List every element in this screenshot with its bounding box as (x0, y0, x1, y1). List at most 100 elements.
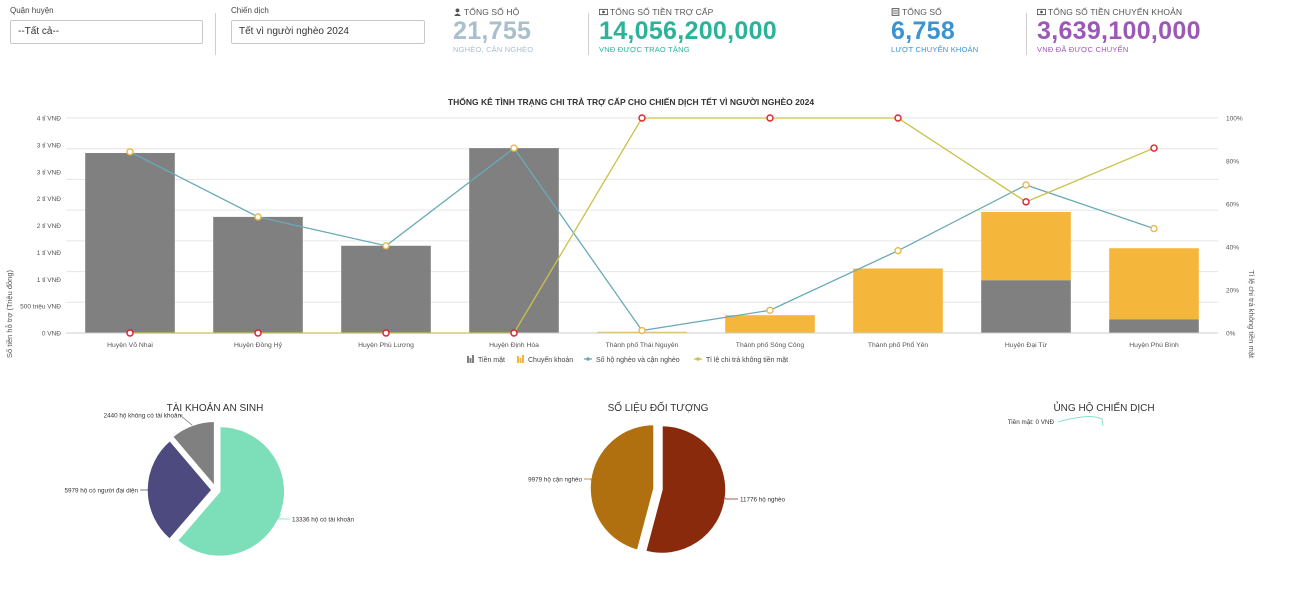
pie-title-accounts: TÀI KHOẢN AN SINH (167, 401, 264, 414)
pie-slice (589, 423, 655, 552)
x-tick-label: Huyện Phú Lương (358, 342, 414, 349)
x-tick-label: Huyện Võ Nhai (107, 342, 153, 349)
divider (215, 13, 216, 55)
legend-households[interactable]: Số hộ nghèo và cận nghèo (596, 355, 680, 364)
pie-title-beneficiaries: SỐ LIỆU ĐỐI TƯỢNG (608, 400, 709, 414)
campaign-select[interactable]: Tết vì người nghèo 2024 (231, 20, 425, 44)
x-tick-label: Huyện Đồng Hỷ (234, 340, 283, 349)
x-tick-label: Huyện Đại Từ (1005, 342, 1048, 349)
y-right-tick-label: 40% (1226, 245, 1239, 252)
bar-transfer (1109, 248, 1199, 320)
legend-cash[interactable]: Tiền mặt (478, 355, 505, 364)
stat-total-aid: TỔNG SỐ TIỀN TRỢ CẤP 14,056,200,000 VNĐ … (599, 7, 777, 55)
x-tick-label: Thành phố Phổ Yên (868, 340, 929, 349)
y-tick-label: 1 tỉ VNĐ (37, 249, 62, 257)
bar-cash (213, 216, 303, 333)
y-right-tick-label: 100% (1226, 116, 1243, 123)
y-axis-label: Số tiền hỗ trợ (Triệu đồng) (5, 269, 14, 358)
bar-cash (981, 280, 1071, 333)
stat-total-transfers: TỔNG SỐ 6,758 LƯỢT CHUYỂN KHOẢN (891, 7, 978, 55)
stat-subtitle: VNĐ ĐÃ ĐƯỢC CHUYỂN (1037, 45, 1129, 54)
bar-cash (85, 153, 175, 333)
cashless-rate-point (638, 114, 646, 122)
pie-slice (171, 420, 216, 489)
y-right-tick-label: 20% (1226, 288, 1239, 295)
y-tick-label: 500 triệu VNĐ (20, 304, 61, 311)
cashless-rate-point (1150, 144, 1158, 152)
stat-title: TỔNG SỐ TIỀN CHUYỂN KHOẢN (1048, 7, 1183, 17)
district-filter-label: Quận huyện (10, 6, 54, 15)
bar-transfer (853, 268, 943, 333)
cashless-rate-point (766, 114, 774, 122)
pie-leader-line (277, 513, 290, 520)
y-tick-label: 4 tỉ VNĐ (37, 115, 62, 123)
pie-slice-label: 11776 hộ nghèo (740, 497, 786, 504)
pie-slice-label: Tiền mặt: 0 VNĐ (1008, 417, 1055, 426)
stat-value: 14,056,200,000 (599, 17, 777, 45)
x-tick-label: Thành phố Sông Công (736, 340, 805, 349)
y-tick-label: 0 VNĐ (42, 331, 61, 338)
y-right-tick-label: 0% (1226, 331, 1236, 338)
stat-total-households: TỔNG SỐ HỘ 21,755 NGHÈO, CẬN NGHÈO (453, 7, 533, 55)
stat-value: 3,639,100,000 (1037, 17, 1201, 45)
households-point (1022, 181, 1030, 189)
households-point (382, 242, 390, 250)
pie-leader-line (1057, 416, 1104, 427)
y-tick-label: 3 tỉ VNĐ (37, 168, 62, 176)
divider (588, 13, 589, 55)
pie-title-donations: ỦNG HỘ CHIẾN DỊCH (1053, 401, 1154, 414)
pie-charts: TÀI KHOẢN AN SINH SỐ LIỆU ĐỐI TƯỢNG ỦNG … (65, 400, 1155, 558)
y-right-tick-label: 80% (1226, 159, 1239, 166)
cashless-rate-point (382, 329, 390, 337)
x-tick-label: Thành phố Thái Nguyên (606, 340, 679, 349)
pie-leader-line (178, 414, 193, 426)
y-axis-right-label: Tỉ lệ chi trả không tiền mặt (1247, 270, 1256, 359)
bar-cash (1109, 319, 1199, 333)
x-tick-label: Huyện Định Hóa (489, 342, 539, 349)
campaign-filter-label: Chiến dịch (231, 6, 269, 15)
payment-status-chart: THỐNG KÊ TÌNH TRẠNG CHI TRẢ TRỢ CẤP CHO … (5, 96, 1256, 364)
households-point (254, 213, 262, 221)
stat-total-transfer-amount: TỔNG SỐ TIỀN CHUYỂN KHOẢN 3,639,100,000 … (1037, 7, 1201, 55)
pie-slice-label: 2440 hộ không có tài khoản (104, 413, 182, 420)
bar-cash (341, 245, 431, 333)
district-select[interactable]: --Tất cả-- (10, 20, 203, 44)
stat-subtitle: LƯỢT CHUYỂN KHOẢN (891, 45, 979, 54)
bar-transfer (981, 211, 1071, 281)
households-point (766, 306, 774, 314)
legend-cash-icon (467, 356, 469, 363)
pie-leader-line (725, 497, 738, 500)
pie-slice-label: 13336 hộ có tài khoản (292, 517, 354, 524)
cashless-rate-point (510, 329, 518, 337)
money-icon (1037, 8, 1046, 16)
calculator-icon (891, 8, 900, 16)
y-tick-label: 1 tỉ VNĐ (37, 276, 62, 284)
bar-cash (469, 148, 559, 333)
pie-slice-label: 9979 hộ cận nghèo (528, 477, 582, 484)
cashless-rate-point (254, 329, 262, 337)
stat-title: TỔNG SỐ (902, 7, 942, 17)
households-point (1150, 224, 1158, 233)
y-tick-label: 2 tỉ VNĐ (37, 222, 62, 230)
stat-title: TỔNG SỐ HỘ (464, 7, 520, 17)
pie-slice-label: 5979 hộ có người đại diện (65, 488, 139, 495)
bar-transfer (725, 315, 815, 333)
cashless-rate-point (126, 329, 134, 337)
households-point (894, 246, 902, 255)
y-right-tick-label: 60% (1226, 202, 1239, 209)
legend-cashless-rate[interactable]: Tỉ lệ chi trả không tiền mặt (706, 355, 788, 364)
cashless-rate-point (894, 114, 902, 122)
stat-title: TỔNG SỐ TIỀN TRỢ CẤP (610, 7, 714, 17)
stat-value: 21,755 (453, 17, 532, 45)
district-filter: Quận huyện --Tất cả-- (10, 6, 203, 44)
households-point (638, 326, 646, 335)
cashless-rate-point (1022, 198, 1030, 206)
households-point (126, 148, 134, 156)
legend-transfer[interactable]: Chuyển khoản (528, 356, 573, 364)
x-tick-label: Huyện Phú Bình (1129, 342, 1179, 349)
y-tick-label: 2 tỉ VNĐ (37, 195, 62, 203)
pie-leader-line (584, 478, 597, 481)
stat-subtitle: VNĐ ĐƯỢC TRAO TẶNG (599, 45, 690, 54)
legend-transfer-icon (517, 356, 519, 363)
divider (1026, 13, 1027, 55)
